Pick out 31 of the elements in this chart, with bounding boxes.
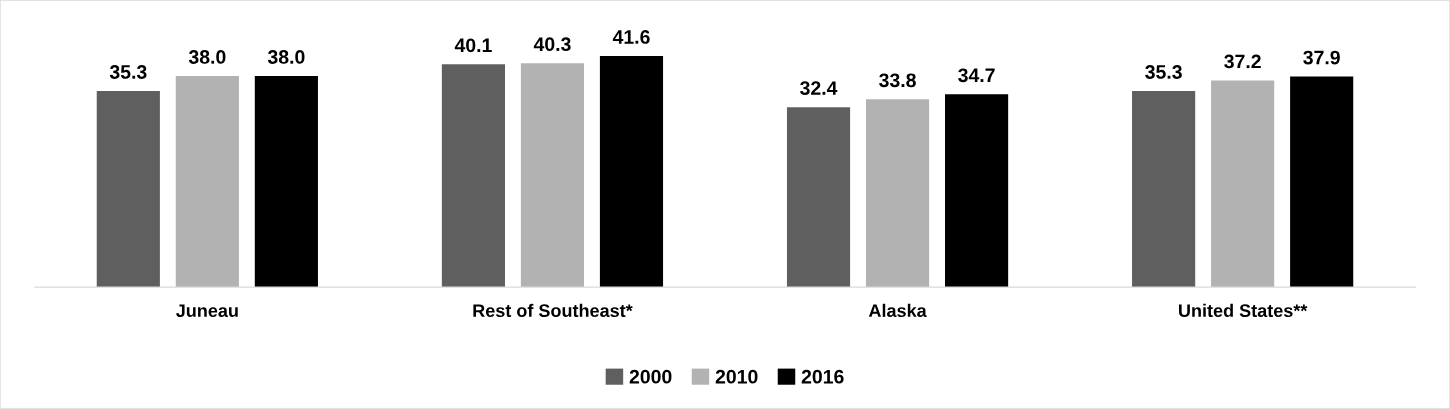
data-label: 33.8 [879,73,916,88]
data-label: 34.7 [958,68,995,83]
x-tick-label: Rest of Southeast* [473,303,633,318]
legend-label: 2016 [801,369,844,384]
data-label: 37.2 [1224,54,1261,69]
bar [945,94,1009,288]
legend-label: 2010 [715,369,758,384]
bar [1290,76,1354,288]
bar [1211,80,1275,288]
data-label: 38.0 [188,50,226,64]
bar [441,64,505,288]
bar [175,76,239,288]
bar [1132,91,1196,288]
data-label: 35.3 [1145,65,1182,79]
data-label: 32.4 [800,81,838,95]
bar [865,99,930,288]
bar [520,63,585,288]
data-label: 37.9 [1303,50,1340,65]
x-tick-label: United States** [1179,303,1308,318]
bar [599,56,664,288]
x-tick-label: Juneau [176,304,238,318]
data-label: 40.3 [533,37,571,52]
bar [96,91,160,288]
x-tick-label: Alaska [868,303,927,318]
data-label: 38.0 [267,50,305,64]
bar [254,76,318,288]
legend-label: 2000 [629,369,672,384]
data-label: 41.6 [612,30,650,44]
bar [786,107,851,288]
data-label: 40.1 [454,38,492,53]
data-label: 35.3 [109,65,147,79]
